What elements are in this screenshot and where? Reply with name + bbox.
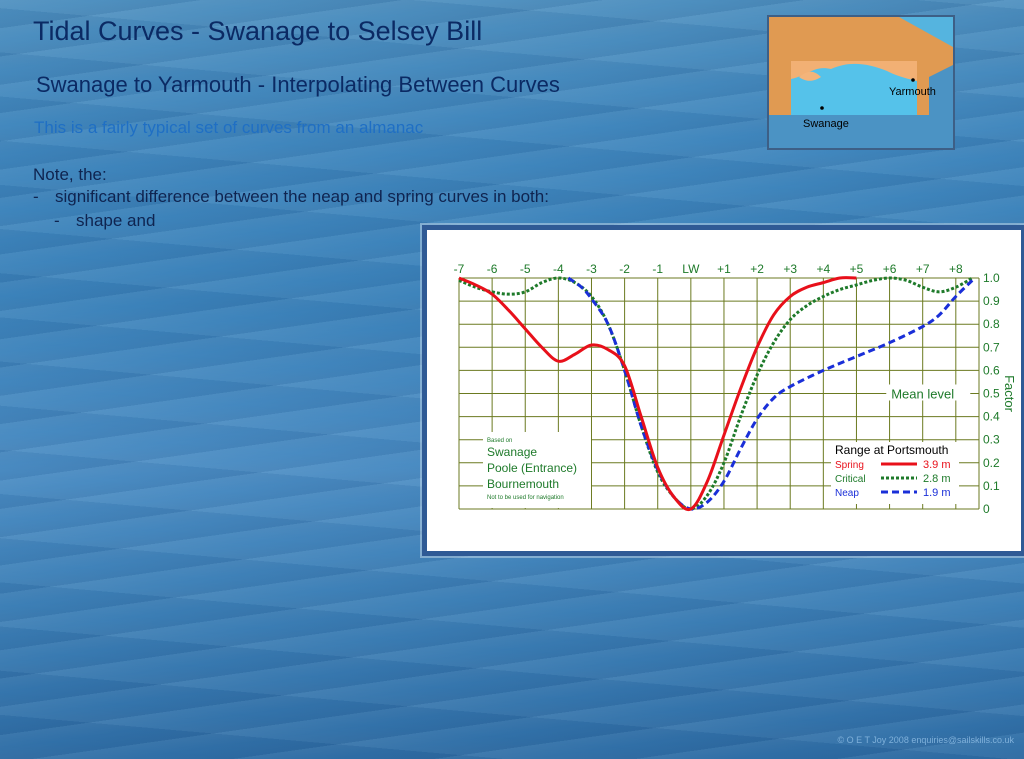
chart-panel: -7 -6 -5 -4 -3 -2 -1 LW +1 +2 +3 +4 +5 +6 +7 +8 0 0.1 0.2 0…	[422, 225, 1024, 556]
y-axis-label: Factor	[1002, 375, 1017, 413]
x-tick-label: +8	[949, 262, 963, 276]
legend-range: 2.8 m	[923, 473, 951, 485]
yarmouth-marker	[911, 78, 915, 82]
place-name: Swanage	[487, 445, 537, 459]
y-tick-label: 1.0	[983, 271, 1000, 285]
legend-label: Spring	[835, 460, 864, 471]
legend-box	[831, 442, 959, 504]
navigation-disclaimer: Not to be used for navigation	[487, 495, 564, 501]
y-tick-label: 0.8	[983, 317, 1000, 331]
x-tick-label: -7	[454, 262, 465, 276]
place-box-caption: Based on	[487, 438, 512, 444]
page-title: Tidal Curves - Swanage to Selsey Bill	[33, 16, 483, 46]
y-tick-label: 0.7	[983, 340, 1000, 354]
bullet-text: shape and	[76, 211, 156, 230]
x-tick-label: +1	[717, 262, 731, 276]
x-tick-label: +4	[816, 262, 830, 276]
series-line-neap	[567, 276, 974, 511]
page-subtitle: Swanage to Yarmouth - Interpolating Betw…	[36, 72, 560, 97]
x-tick-label: -4	[553, 262, 564, 276]
legend-title: Range at Portsmouth	[835, 443, 948, 457]
x-tick-label: LW	[682, 262, 700, 276]
mean-level-label: Mean level	[891, 387, 954, 402]
map-graphic	[769, 17, 953, 148]
locator-map: Yarmouth Swanage	[767, 15, 955, 150]
y-tick-label: 0.6	[983, 363, 1000, 377]
map-label-swanage: Swanage	[803, 118, 849, 130]
x-tick-label: -2	[619, 262, 630, 276]
copyright-text: © O E T Joy 2008 enquiries@sailskills.co…	[837, 735, 1014, 745]
x-tick-label: +3	[783, 262, 797, 276]
x-tick-label: +6	[883, 262, 897, 276]
bullet-dash: -	[54, 211, 60, 230]
bullet-dash: -	[33, 187, 39, 206]
y-tick-label: 0.4	[983, 410, 1000, 424]
series-line-spring	[458, 276, 857, 512]
legend-range: 1.9 m	[923, 487, 951, 499]
x-tick-label: -6	[487, 262, 498, 276]
x-tick-label: +5	[850, 262, 864, 276]
place-name: Bournemouth	[487, 477, 559, 491]
lead-text: This is a fairly typical set of curves f…	[34, 118, 424, 137]
x-tick-label: +2	[750, 262, 764, 276]
mean-level-backdrop	[886, 384, 971, 401]
x-tick-label: -3	[586, 262, 597, 276]
legend-range: 3.9 m	[923, 459, 951, 471]
note-heading: Note, the:	[33, 165, 107, 184]
legend-label: Neap	[835, 488, 859, 499]
x-tick-label: +7	[916, 262, 930, 276]
place-box	[483, 432, 591, 508]
y-tick-label: 0.9	[983, 294, 1000, 308]
x-tick-label: -5	[520, 262, 531, 276]
tidal-curve-chart: -7 -6 -5 -4 -3 -2 -1 LW +1 +2 +3 +4 +5 +6 +7 +8 0 0.1 0.2 0…	[454, 262, 1017, 516]
x-tick-label: -1	[652, 262, 663, 276]
bullet-item: - significant difference between the neap…	[33, 187, 549, 207]
bullet-text: significant difference between the neap …	[55, 187, 549, 206]
y-tick-label: 0.2	[983, 456, 1000, 470]
y-tick-label: 0	[983, 502, 990, 516]
series-line-critical	[458, 276, 974, 511]
map-label-yarmouth: Yarmouth	[889, 86, 936, 98]
legend-label: Critical	[835, 474, 866, 485]
y-tick-label: 0.5	[983, 387, 1000, 401]
swanage-marker	[820, 106, 824, 110]
place-name: Poole (Entrance)	[487, 461, 577, 475]
sub-bullet-item: - shape and	[54, 211, 155, 231]
y-tick-label: 0.3	[983, 433, 1000, 447]
y-tick-label: 0.1	[983, 479, 1000, 493]
